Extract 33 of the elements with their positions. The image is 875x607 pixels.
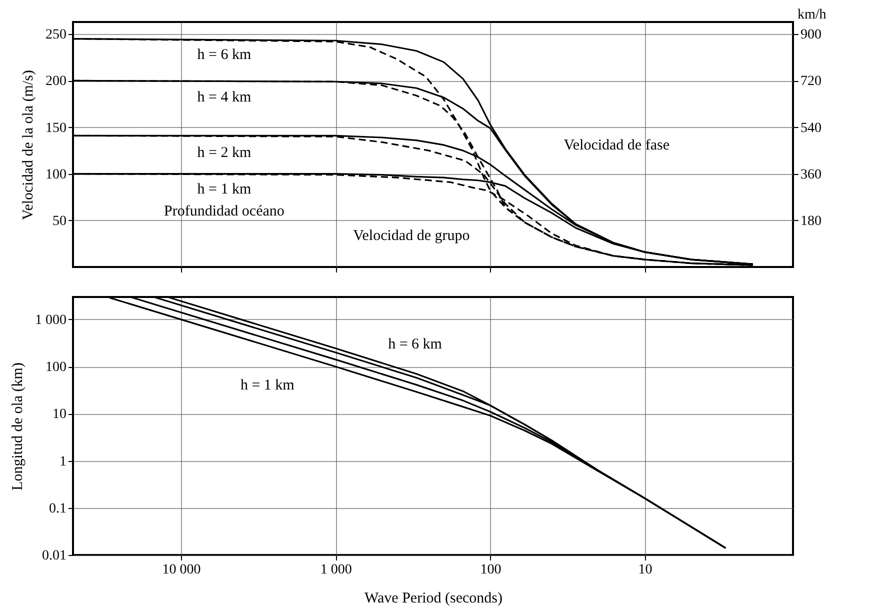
annotation: h = 4 km: [197, 90, 252, 106]
y-axis-title: Velocidad de la ola (m/s): [20, 70, 36, 220]
y2-axis-title: km/h: [798, 8, 826, 22]
y2-tick-label: 360: [800, 167, 822, 182]
x-tick-label: 10: [638, 562, 652, 578]
y-tick-label: 0.01: [42, 548, 66, 564]
annotation: h = 1 km: [240, 378, 295, 394]
y-tick-label: 250: [46, 28, 66, 43]
y2-tick-label: 900: [800, 28, 822, 43]
y2-tick-label: 720: [800, 74, 822, 90]
y-tick-label: 1 000: [35, 312, 66, 328]
annotation: h = 6 km: [388, 336, 442, 352]
annotation: Velocidad de fase: [564, 138, 670, 154]
annotation: h = 1 km: [197, 182, 252, 198]
y2-tick-label: 180: [800, 214, 822, 229]
y-axis-title: Longitud de ola (km): [10, 362, 26, 490]
x-axis-title: Wave Period (seconds): [364, 590, 502, 606]
y-tick-label: 0.1: [49, 501, 66, 516]
annotation: h = 6 km: [197, 46, 252, 63]
y-tick-label: 200: [46, 74, 66, 90]
y-tick-label: 1: [60, 454, 66, 470]
x-tick-label: 10 000: [162, 562, 201, 578]
y-tick-label: 50: [52, 214, 66, 229]
y-tick-label: 10: [52, 407, 66, 422]
y2-tick-label: 540: [800, 120, 822, 136]
y-tick-label: 100: [46, 167, 66, 182]
annotation: h = 2 km: [197, 144, 252, 161]
y-tick-label: 100: [46, 360, 66, 376]
x-tick-label: 100: [480, 562, 502, 578]
x-tick-label: 1 000: [320, 562, 352, 578]
annotation: Profundidad océano: [164, 204, 284, 220]
y-tick-label: 150: [46, 120, 66, 136]
annotation: Velocidad de grupo: [353, 228, 470, 244]
